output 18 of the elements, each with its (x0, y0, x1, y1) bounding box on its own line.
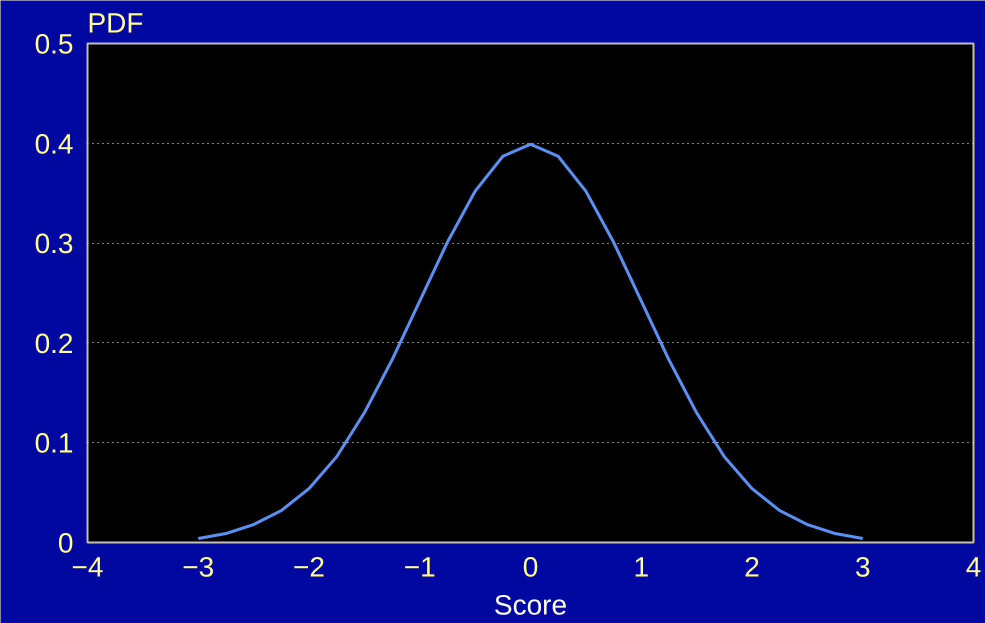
y-axis-title: PDF (88, 8, 144, 38)
y-tick-label: 0 (58, 528, 74, 558)
y-tick-label: 0.5 (34, 28, 74, 60)
x-tick-label: 0 (522, 552, 538, 582)
x-tick-label: 3 (854, 552, 871, 582)
y-tick-label: 0.1 (34, 428, 74, 459)
y-tick-label: 0.3 (34, 228, 74, 260)
x-axis-title: Score (494, 590, 568, 620)
line-series (196, 142, 864, 540)
x-tick-label: −3 (182, 552, 214, 582)
y-tick-label: 0.2 (34, 328, 74, 359)
x-tick-label: −2 (293, 552, 325, 582)
x-tick-label: 1 (633, 552, 650, 582)
x-tick-label: −1 (404, 552, 436, 582)
x-tick-label: −4 (72, 552, 104, 582)
x-tick-label: 2 (744, 552, 760, 582)
x-tick-label: 4 (966, 552, 982, 582)
y-tick-label: 0.4 (34, 128, 74, 160)
